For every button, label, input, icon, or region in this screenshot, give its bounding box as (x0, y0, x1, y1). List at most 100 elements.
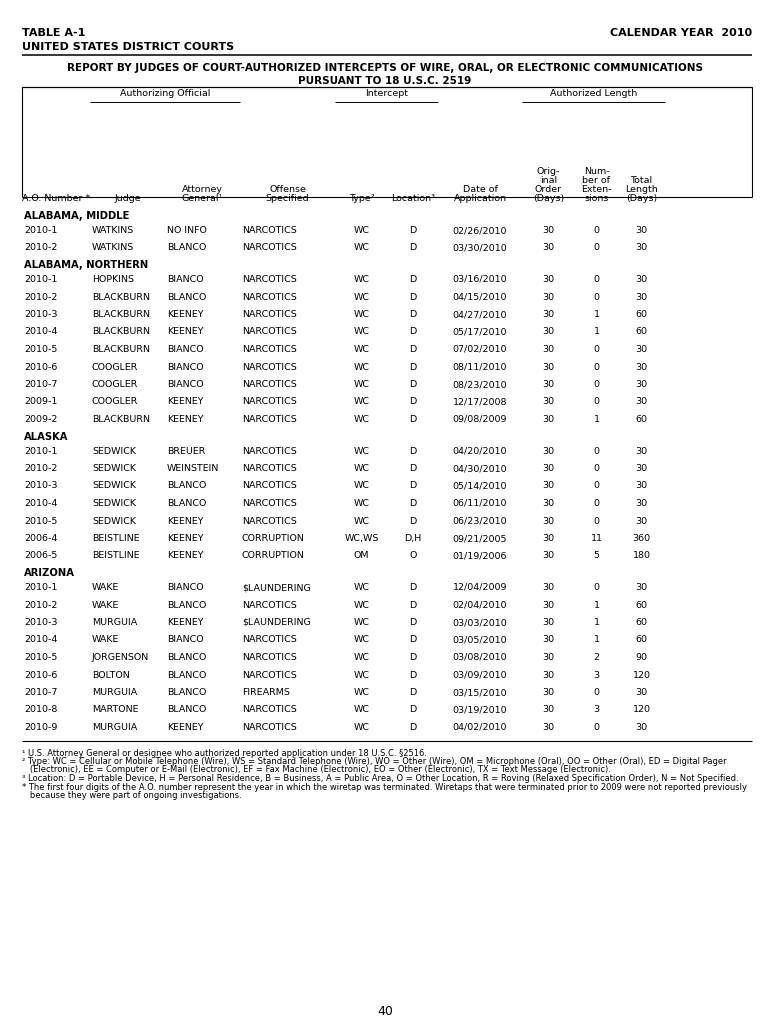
Text: 2010-2: 2010-2 (24, 600, 58, 609)
Text: WC: WC (353, 481, 370, 490)
Text: 1: 1 (594, 415, 600, 424)
Text: 2010-3: 2010-3 (24, 618, 58, 627)
Text: Length: Length (625, 185, 658, 194)
Text: sions: sions (584, 194, 609, 203)
Text: 30: 30 (542, 706, 554, 715)
Text: NO INFO: NO INFO (167, 226, 207, 234)
Text: Specified: Specified (266, 194, 310, 203)
Text: SEDWICK: SEDWICK (92, 516, 136, 525)
Text: 30: 30 (635, 481, 648, 490)
Text: 2010-3: 2010-3 (24, 310, 58, 319)
Text: 1: 1 (594, 310, 600, 319)
Text: MURGUIA: MURGUIA (92, 723, 137, 732)
Text: D: D (410, 226, 417, 234)
Text: 30: 30 (542, 328, 554, 337)
Text: WC: WC (353, 310, 370, 319)
Text: 30: 30 (542, 499, 554, 508)
Text: 360: 360 (632, 534, 651, 543)
Text: WC: WC (353, 226, 370, 234)
Text: 1: 1 (594, 600, 600, 609)
Text: 30: 30 (542, 380, 554, 389)
Text: 30: 30 (542, 415, 554, 424)
Text: FIREARMS: FIREARMS (242, 688, 290, 697)
Text: BLACKBURN: BLACKBURN (92, 328, 150, 337)
Text: 2010-5: 2010-5 (24, 345, 58, 354)
Text: (Electronic), EE = Computer or E-Mail (Electronic), EF = Fax Machine (Electronic: (Electronic), EE = Computer or E-Mail (E… (22, 766, 611, 774)
Text: D: D (410, 499, 417, 508)
Text: 2010-1: 2010-1 (24, 583, 58, 592)
Text: 30: 30 (635, 362, 648, 372)
Text: 04/15/2010: 04/15/2010 (453, 293, 507, 301)
Text: 2010-1: 2010-1 (24, 275, 58, 284)
Text: 30: 30 (542, 446, 554, 456)
Text: MARTONE: MARTONE (92, 706, 139, 715)
Text: 30: 30 (635, 397, 648, 407)
Text: NARCOTICS: NARCOTICS (242, 310, 296, 319)
Text: 30: 30 (635, 275, 648, 284)
Text: WC: WC (353, 328, 370, 337)
Text: 2010-8: 2010-8 (24, 706, 58, 715)
Text: 04/02/2010: 04/02/2010 (453, 723, 507, 732)
Text: ALABAMA, NORTHERN: ALABAMA, NORTHERN (24, 260, 149, 270)
Text: BLACKBURN: BLACKBURN (92, 293, 150, 301)
Text: 03/09/2010: 03/09/2010 (453, 671, 507, 680)
Text: NARCOTICS: NARCOTICS (242, 397, 296, 407)
Text: 03/30/2010: 03/30/2010 (453, 244, 507, 253)
Text: 30: 30 (542, 636, 554, 644)
Text: WC: WC (353, 583, 370, 592)
Text: MURGUIA: MURGUIA (92, 618, 137, 627)
Text: BREUER: BREUER (167, 446, 206, 456)
Text: KEENEY: KEENEY (167, 552, 203, 560)
Text: 0: 0 (594, 516, 600, 525)
Text: SEDWICK: SEDWICK (92, 464, 136, 473)
Text: NARCOTICS: NARCOTICS (242, 446, 296, 456)
Text: D: D (410, 481, 417, 490)
Text: WC: WC (353, 636, 370, 644)
Text: BLACKBURN: BLACKBURN (92, 345, 150, 354)
Text: 30: 30 (542, 310, 554, 319)
Text: 30: 30 (635, 446, 648, 456)
Text: WAKE: WAKE (92, 600, 119, 609)
Text: 0: 0 (594, 688, 600, 697)
Text: CALENDAR YEAR  2010: CALENDAR YEAR 2010 (610, 28, 752, 38)
Text: WC: WC (353, 244, 370, 253)
Text: 09/08/2009: 09/08/2009 (453, 415, 507, 424)
Text: D: D (410, 310, 417, 319)
Text: D: D (410, 293, 417, 301)
Text: 30: 30 (635, 688, 648, 697)
Text: General¹: General¹ (182, 194, 223, 203)
Text: 30: 30 (542, 552, 554, 560)
Text: WATKINS: WATKINS (92, 244, 134, 253)
Text: $LAUNDERING: $LAUNDERING (242, 618, 311, 627)
Text: 2010-2: 2010-2 (24, 244, 58, 253)
Text: Location³: Location³ (391, 194, 435, 203)
Text: KEENEY: KEENEY (167, 618, 203, 627)
Text: 2010-6: 2010-6 (24, 671, 58, 680)
Text: 30: 30 (542, 671, 554, 680)
Text: Intercept: Intercept (365, 89, 408, 98)
Text: 3: 3 (594, 706, 600, 715)
Text: 05/14/2010: 05/14/2010 (453, 481, 507, 490)
Text: D: D (410, 516, 417, 525)
Text: (Days): (Days) (533, 194, 564, 203)
Text: 30: 30 (635, 723, 648, 732)
Text: D: D (410, 653, 417, 662)
Text: D: D (410, 244, 417, 253)
Text: 2009-2: 2009-2 (24, 415, 58, 424)
Text: 30: 30 (542, 362, 554, 372)
Text: COOGLER: COOGLER (92, 397, 139, 407)
Text: Judge: Judge (114, 194, 141, 203)
Text: ber of: ber of (582, 176, 611, 185)
Text: WC: WC (353, 706, 370, 715)
Text: D: D (410, 706, 417, 715)
Text: NARCOTICS: NARCOTICS (242, 499, 296, 508)
Text: 30: 30 (542, 516, 554, 525)
Text: 04/27/2010: 04/27/2010 (453, 310, 507, 319)
Text: WC: WC (353, 345, 370, 354)
Text: 2010-4: 2010-4 (24, 636, 58, 644)
Text: WC: WC (353, 446, 370, 456)
Text: 2: 2 (594, 653, 600, 662)
Text: Authorizing Official: Authorizing Official (120, 89, 210, 98)
Text: 5: 5 (594, 552, 600, 560)
Text: D: D (410, 328, 417, 337)
